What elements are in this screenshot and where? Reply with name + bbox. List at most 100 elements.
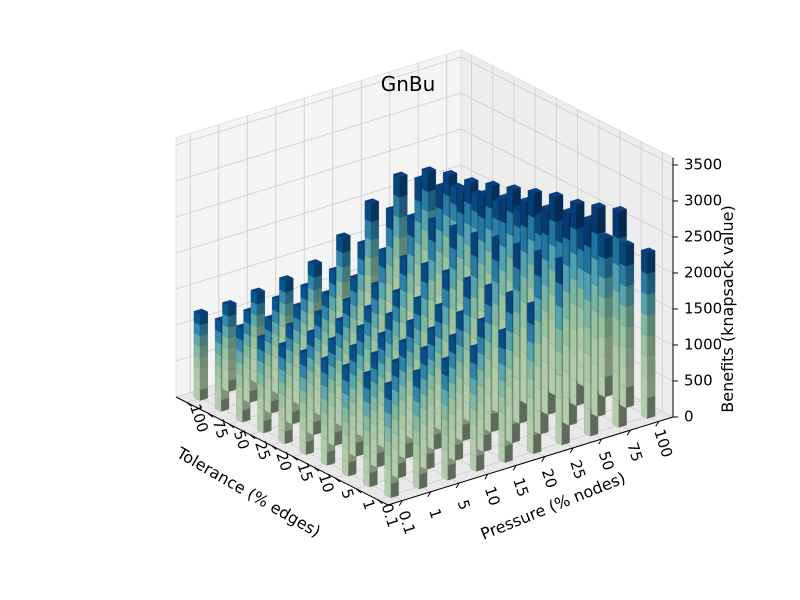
bar-face-right bbox=[463, 312, 470, 335]
bar-face-right bbox=[498, 443, 505, 463]
bar-face-right bbox=[421, 168, 428, 192]
bar-face-right bbox=[378, 296, 385, 316]
bar-face-right bbox=[456, 210, 464, 237]
bar-face-right bbox=[641, 394, 648, 419]
bar-face-right bbox=[442, 287, 449, 309]
bar-face-left bbox=[597, 205, 606, 235]
bar-face-left bbox=[483, 433, 492, 453]
bar-face-right bbox=[520, 274, 527, 304]
bar-face-left bbox=[604, 255, 613, 279]
y-tick-label: 5 bbox=[454, 498, 474, 513]
bar-face-right bbox=[513, 332, 520, 358]
bar-face-left bbox=[427, 189, 436, 212]
bar-face-right bbox=[527, 303, 534, 326]
bar-face-right bbox=[393, 254, 400, 279]
bar-face-right bbox=[513, 376, 520, 402]
bar-face-right bbox=[612, 370, 619, 401]
bar-face-right bbox=[598, 354, 605, 378]
bar-face-right bbox=[491, 301, 499, 327]
bar-face-right bbox=[491, 236, 499, 262]
bar-face-right bbox=[450, 201, 457, 222]
bar-face-right bbox=[448, 396, 456, 416]
bar-face-right bbox=[612, 397, 619, 428]
bar-face-right bbox=[477, 400, 484, 420]
bar-face-right bbox=[491, 279, 499, 305]
bar-face-right bbox=[555, 373, 562, 400]
bar-face-right bbox=[448, 411, 456, 431]
bar-face-right bbox=[527, 413, 534, 436]
bar-face-right bbox=[463, 348, 470, 370]
bar-face-right bbox=[612, 235, 619, 266]
y-tick-mark bbox=[484, 473, 489, 480]
bar-face-left bbox=[646, 374, 656, 399]
bar-face-right bbox=[520, 375, 527, 405]
bar-face-right bbox=[562, 209, 570, 240]
bar-face-right bbox=[520, 249, 527, 279]
bar-face-right bbox=[478, 215, 485, 243]
bar-face-right bbox=[442, 339, 449, 360]
x-tick-mark bbox=[355, 488, 362, 494]
bar-face-right bbox=[393, 194, 400, 218]
bar-face-right bbox=[598, 374, 605, 398]
bar-face-right bbox=[598, 255, 605, 279]
x-tick-mark bbox=[334, 477, 341, 483]
bar bbox=[193, 308, 209, 401]
bar-face-right bbox=[378, 249, 385, 269]
bar-face-right bbox=[612, 208, 619, 239]
bar-face-right bbox=[442, 192, 450, 218]
y-tick-label: 15 bbox=[509, 475, 532, 499]
bar-face-right bbox=[357, 303, 364, 322]
bar-face-right bbox=[407, 233, 414, 257]
chart-title: GnBu bbox=[381, 72, 436, 96]
bar-face-right bbox=[562, 316, 570, 347]
bar-face-right bbox=[505, 329, 513, 352]
x-tick-label: 25 bbox=[251, 439, 274, 463]
bar-face-right bbox=[421, 188, 428, 212]
bar-face-right bbox=[548, 317, 556, 346]
bar-top bbox=[442, 169, 458, 176]
bar-face-right bbox=[562, 369, 570, 400]
bar-face-left bbox=[625, 303, 635, 328]
x-tick-label: 15 bbox=[294, 460, 317, 484]
bar-face-right bbox=[470, 391, 477, 411]
grid-line bbox=[175, 128, 462, 218]
bar-face-right bbox=[534, 341, 541, 368]
bar-face-right bbox=[577, 305, 584, 329]
bar-face-right bbox=[378, 264, 385, 285]
bar-face-right bbox=[442, 270, 449, 292]
bar-face-right bbox=[485, 205, 492, 231]
bar-face-right bbox=[577, 247, 584, 271]
bar-face-right bbox=[407, 215, 414, 238]
bar-face-right bbox=[555, 327, 562, 354]
bar-face-right bbox=[456, 188, 464, 215]
bar-face-right bbox=[541, 257, 548, 287]
bar bbox=[221, 299, 237, 393]
x-tick-label: 20 bbox=[272, 450, 295, 474]
bar-face-right bbox=[442, 172, 450, 197]
bar-face-right bbox=[428, 297, 435, 322]
x-tick-mark bbox=[292, 456, 298, 461]
z-tick-label: 2500 bbox=[684, 228, 722, 246]
x-tick-mark bbox=[186, 402, 192, 407]
bar-face-right bbox=[498, 410, 505, 431]
bar-face-right bbox=[555, 350, 562, 377]
bar-face-right bbox=[541, 360, 548, 390]
bar-top bbox=[392, 171, 408, 178]
bar-face-right bbox=[477, 351, 484, 372]
bar-face-right bbox=[555, 418, 562, 446]
bar-face-right bbox=[541, 231, 548, 262]
bar-face-right bbox=[641, 332, 648, 357]
bar-face-right bbox=[470, 315, 477, 341]
bar-face-right bbox=[456, 311, 463, 332]
bar-face-right bbox=[385, 263, 393, 286]
bar-face-right bbox=[520, 299, 527, 329]
bar-face-right bbox=[449, 225, 456, 250]
bar-face-right bbox=[619, 384, 627, 409]
bar-face-left bbox=[604, 275, 613, 299]
bar-face-right bbox=[478, 285, 485, 313]
bar-face-left bbox=[625, 384, 635, 409]
bar-face-right bbox=[577, 363, 584, 387]
bar-face-right bbox=[598, 235, 605, 259]
bar-face-right bbox=[357, 287, 364, 307]
